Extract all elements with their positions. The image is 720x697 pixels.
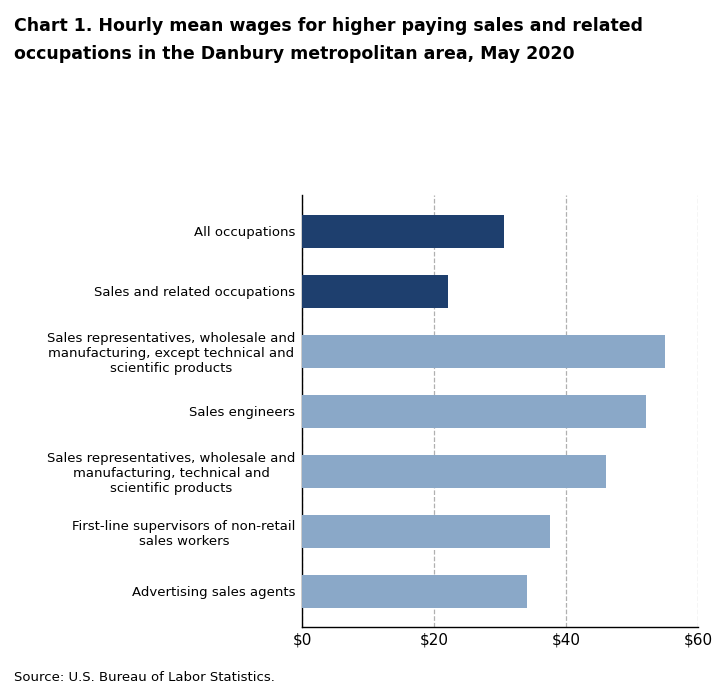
Bar — [302, 454, 606, 488]
Bar — [302, 215, 504, 248]
Bar — [302, 275, 448, 308]
Text: Source: U.S. Bureau of Labor Statistics.: Source: U.S. Bureau of Labor Statistics. — [14, 671, 275, 684]
Bar — [302, 514, 550, 548]
Text: Chart 1. Hourly mean wages for higher paying sales and related: Chart 1. Hourly mean wages for higher pa… — [14, 17, 644, 36]
Bar — [302, 395, 646, 428]
Bar — [302, 335, 665, 368]
Bar — [302, 574, 527, 608]
Text: occupations in the Danbury metropolitan area, May 2020: occupations in the Danbury metropolitan … — [14, 45, 575, 63]
